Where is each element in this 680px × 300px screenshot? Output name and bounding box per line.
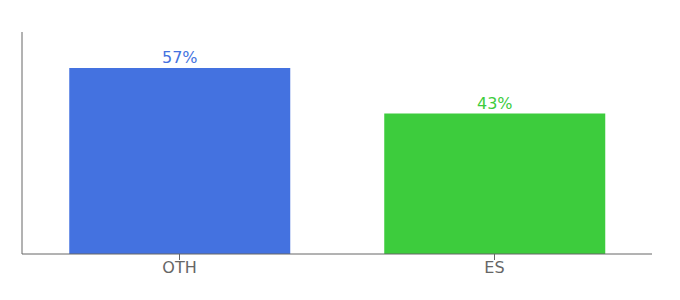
svg-text:ES: ES (484, 258, 504, 277)
svg-text:57%: 57% (162, 48, 198, 67)
svg-text:43%: 43% (477, 94, 513, 113)
svg-text:OTH: OTH (162, 258, 196, 277)
